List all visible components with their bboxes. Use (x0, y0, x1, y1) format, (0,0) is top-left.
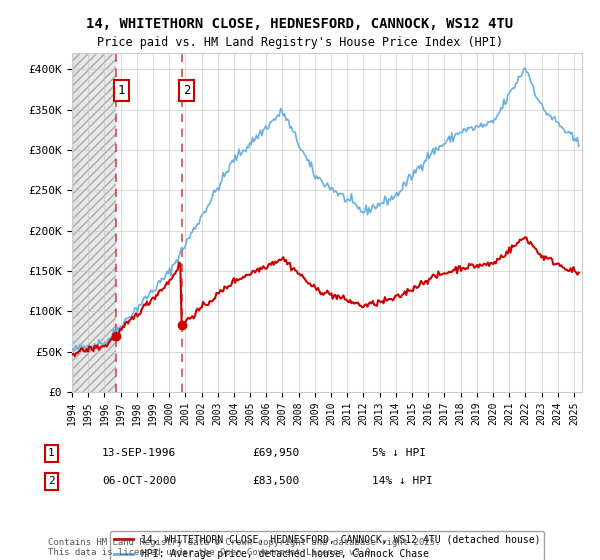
Bar (72, 53, 80, 392)
Text: 13-SEP-1996: 13-SEP-1996 (102, 449, 176, 459)
Text: 06-OCT-2000: 06-OCT-2000 (102, 477, 176, 487)
Text: 14, WHITETHORN CLOSE, HEDNESFORD, CANNOCK, WS12 4TU: 14, WHITETHORN CLOSE, HEDNESFORD, CANNOC… (86, 17, 514, 31)
Legend: 14, WHITETHORN CLOSE, HEDNESFORD, CANNOCK, WS12 4TU (detached house), HPI: Avera: 14, WHITETHORN CLOSE, HEDNESFORD, CANNOC… (110, 531, 544, 560)
Text: 5% ↓ HPI: 5% ↓ HPI (372, 449, 426, 459)
Text: £69,950: £69,950 (252, 449, 299, 459)
Text: 2: 2 (183, 84, 191, 97)
Text: 2: 2 (48, 477, 55, 487)
Bar (80, 53, 116, 392)
Text: Price paid vs. HM Land Registry's House Price Index (HPI): Price paid vs. HM Land Registry's House … (97, 36, 503, 49)
Bar (72, 53, 80, 392)
Text: £83,500: £83,500 (252, 477, 299, 487)
Text: 1: 1 (48, 449, 55, 459)
Text: 14% ↓ HPI: 14% ↓ HPI (372, 477, 433, 487)
Text: 1: 1 (118, 84, 125, 97)
Text: Contains HM Land Registry data © Crown copyright and database right 2025.
This d: Contains HM Land Registry data © Crown c… (48, 538, 440, 557)
